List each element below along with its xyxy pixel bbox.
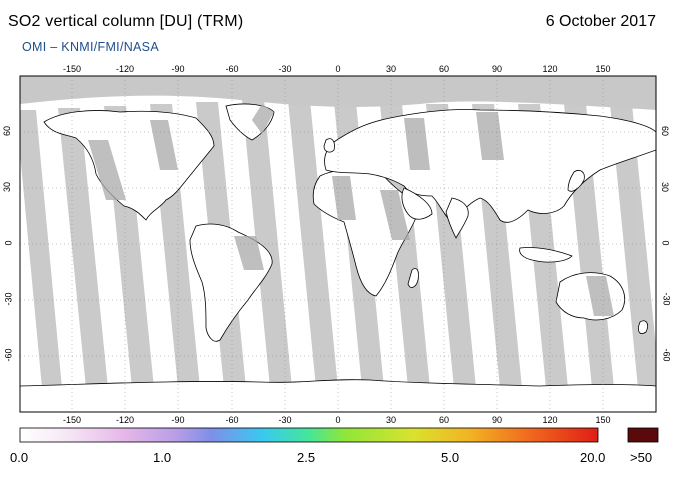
- lon-tick-top: 30: [385, 64, 397, 74]
- lon-tick-top: -30: [278, 64, 292, 74]
- land-antarctica: [20, 379, 656, 412]
- lon-tick-top: -90: [171, 64, 185, 74]
- land-arabia: [401, 187, 433, 220]
- colorbar-label: 0.0: [10, 450, 29, 465]
- lat-tick-left: -60: [3, 348, 14, 362]
- map-date: 6 October 2017: [545, 13, 656, 30]
- land-japan: [567, 170, 585, 192]
- map-frame: [19, 75, 657, 413]
- lat-tick-right: -30: [661, 292, 672, 306]
- lon-tick-top: 0: [335, 64, 341, 74]
- lat-tick-right: -60: [661, 348, 672, 362]
- lon-tick-bottom: 120: [542, 415, 558, 425]
- lon-tick-top: -60: [225, 64, 239, 74]
- land-uk: [323, 138, 335, 153]
- lon-tick-bottom: 30: [385, 415, 397, 425]
- lon-tick-top: 150: [595, 64, 611, 74]
- lon-tick-bottom: 90: [491, 415, 503, 425]
- lon-tick-top: 60: [438, 64, 450, 74]
- lon-tick-top: 120: [542, 64, 558, 74]
- land-indonesia: [519, 247, 573, 263]
- lon-tick-bottom: -30: [278, 415, 292, 425]
- colorbar: [19, 427, 599, 443]
- lon-tick-bottom: -150: [62, 415, 82, 425]
- colorbar-label: 1.0: [153, 450, 172, 465]
- colorbar-label: 20.0: [580, 450, 606, 465]
- lon-tick-bottom: 0: [335, 415, 341, 425]
- colorbar-label: 2.5: [297, 450, 316, 465]
- lat-tick-left: 30: [2, 181, 13, 193]
- colorbar-overflow: [627, 427, 659, 443]
- map-title: SO2 vertical column [DU] (TRM): [8, 13, 244, 30]
- lon-tick-bottom: -120: [115, 415, 135, 425]
- lon-tick-top: -120: [115, 64, 135, 74]
- lat-tick-right: 0: [660, 240, 671, 246]
- lon-tick-bottom: -90: [171, 415, 185, 425]
- colorbar-label: 5.0: [441, 450, 460, 465]
- lon-tick-top: 90: [491, 64, 503, 74]
- map-area: [20, 76, 656, 412]
- lat-tick-left: -30: [3, 292, 14, 306]
- land-madagascar: [407, 268, 419, 288]
- graticule: [20, 76, 656, 412]
- lat-tick-left: 60: [2, 125, 13, 137]
- land-new-zealand: [638, 320, 648, 334]
- lat-tick-right: 30: [660, 181, 671, 193]
- lon-tick-bottom: -60: [225, 415, 239, 425]
- lon-tick-bottom: 60: [438, 415, 450, 425]
- lat-tick-right: 60: [660, 125, 671, 137]
- land-india: [445, 197, 469, 239]
- lat-tick-left: 0: [3, 240, 14, 246]
- data-credit: OMI – KNMI/FMI/NASA: [22, 40, 159, 54]
- colorbar-overflow-label: >50: [630, 450, 653, 465]
- lon-tick-top: -150: [62, 64, 82, 74]
- lon-tick-bottom: 150: [595, 415, 611, 425]
